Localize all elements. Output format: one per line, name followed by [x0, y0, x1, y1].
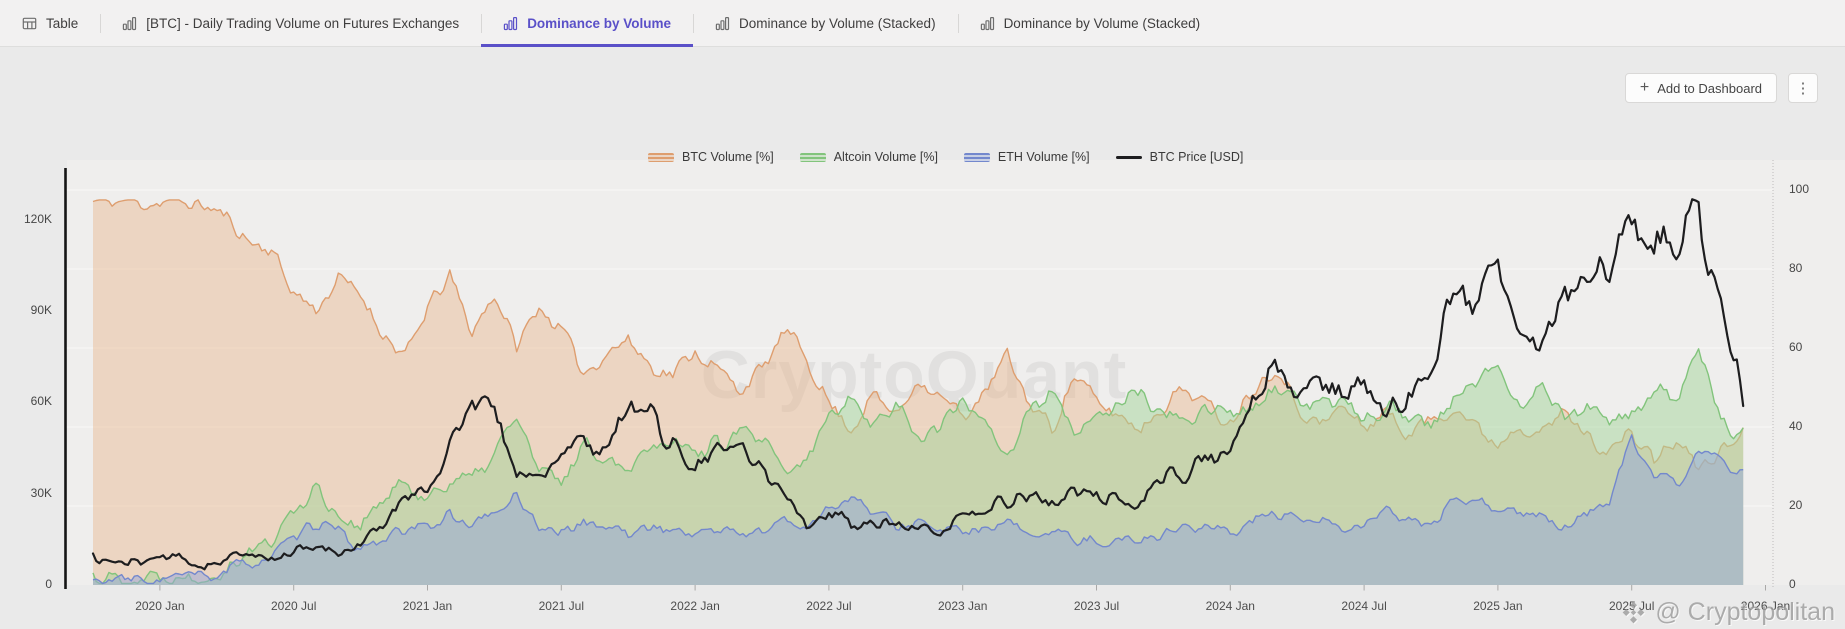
- x-axis-tick-label: 2024 Jan: [1205, 599, 1255, 613]
- tab-label: [BTC] - Daily Trading Volume on Futures …: [146, 15, 460, 31]
- tab-bar: Table [BTC] - Daily Trading Volume on Fut…: [0, 0, 1845, 47]
- watermark-corner: @ Cryptopolitan: [1621, 598, 1835, 627]
- eth-volume-area: [93, 434, 1744, 585]
- y-axis-left-tick-label: 90K: [30, 303, 52, 318]
- add-to-dashboard-button[interactable]: + Add to Dashboard: [1624, 73, 1777, 103]
- y-axis-left-tick-label: 0: [45, 577, 52, 591]
- tab-label: Table: [46, 15, 79, 31]
- tab-label: Dominance by Volume: [527, 15, 671, 31]
- btc-price-line: [91, 198, 1745, 571]
- legend-swatch: [648, 152, 674, 162]
- chart-canvas[interactable]: [0, 47, 1845, 629]
- y-axis-right-tick-label: 20: [1789, 498, 1803, 512]
- more-options-button[interactable]: ⋮: [1788, 73, 1818, 103]
- y-axis-right-tick-label: 60: [1789, 340, 1803, 354]
- add-to-dashboard-label: Add to Dashboard: [1657, 80, 1762, 96]
- legend-swatch: [963, 152, 990, 162]
- y-axis-left-tick-label: 30K: [30, 485, 52, 500]
- kebab-icon: ⋮: [1795, 80, 1811, 97]
- tab-table[interactable]: Table: [0, 0, 100, 46]
- x-axis-tick-label: 2025 Jan: [1473, 599, 1523, 613]
- legend-item-btc-volume[interactable]: BTC Volume [%]: [648, 150, 774, 164]
- y-axis-left-tick-label: 60K: [30, 394, 52, 409]
- x-axis-tick-label: 2022 Jul: [806, 599, 852, 613]
- tab-btc-daily-trading-volume[interactable]: [BTC] - Daily Trading Volume on Futures …: [100, 0, 481, 46]
- x-axis-tick-label: 2026 Jan: [1740, 599, 1791, 613]
- altcoin-volume-area-stroke: [92, 348, 1744, 585]
- y-axis-right-tick-label: 100: [1789, 182, 1810, 196]
- legend-swatch: [799, 152, 826, 162]
- x-axis-tick-label: 2020 Jul: [271, 599, 317, 613]
- legend-swatch: [1115, 155, 1142, 159]
- tab-label: Dominance by Volume (Stacked): [738, 15, 936, 31]
- y-axis-left-tick-label: 120K: [23, 211, 52, 226]
- legend-item-eth-volume[interactable]: ETH Volume [%]: [963, 150, 1090, 164]
- bar-chart-icon: [715, 16, 730, 31]
- chart-legend: BTC Volume [%] Altcoin Volume [%] ETH Volu…: [648, 150, 1243, 164]
- x-axis-tick-label: 2021 Jan: [402, 599, 453, 613]
- eth-volume-area-stroke: [92, 434, 1744, 585]
- legend-item-btc-price-usd[interactable]: BTC Price [USD]: [1115, 150, 1244, 164]
- legend-item-altcoin-volume[interactable]: Altcoin Volume [%]: [799, 150, 938, 164]
- legend-label: ETH Volume [%]: [997, 150, 1090, 164]
- x-axis-tick-label: 2024 Jul: [1341, 599, 1387, 613]
- table-icon: [22, 16, 37, 31]
- x-axis-tick-label: 2021 Jul: [538, 599, 584, 613]
- y-axis-right-tick-label: 40: [1789, 419, 1803, 433]
- legend-label: Altcoin Volume [%]: [833, 150, 938, 164]
- watermark-corner-text: @ Cryptopolitan: [1655, 598, 1835, 626]
- binance-diamond-icon: [1623, 601, 1645, 624]
- x-axis-tick-label: 2020 Jan: [135, 599, 185, 613]
- legend-label: BTC Price [USD]: [1149, 150, 1244, 164]
- x-axis-tick-label: 2022 Jan: [670, 599, 720, 613]
- chart-panel: CryptoQuant + Add to Dashboard ⋮ BTC Vol…: [0, 47, 1845, 629]
- plus-icon: +: [1639, 78, 1650, 96]
- toolbar: + Add to Dashboard ⋮: [1624, 73, 1818, 103]
- legend-label: BTC Volume [%]: [682, 150, 774, 164]
- tab-dominance-by-volume[interactable]: Dominance by Volume: [481, 0, 693, 47]
- x-axis-tick-label: 2023 Jan: [937, 599, 988, 613]
- y-axis-right-tick-label: 80: [1789, 261, 1803, 275]
- tab-dominance-by-volume-stacked-2[interactable]: Dominance by Volume (Stacked): [957, 0, 1223, 46]
- tab-label: Dominance by Volume (Stacked): [1003, 15, 1201, 31]
- y-axis-right-tick-label: 0: [1789, 577, 1796, 591]
- bar-chart-icon: [980, 16, 995, 31]
- x-axis-tick-label: 2023 Jul: [1073, 599, 1120, 613]
- bar-chart-icon: [122, 16, 137, 31]
- tab-dominance-by-volume-stacked-1[interactable]: Dominance by Volume (Stacked): [692, 0, 958, 46]
- bar-chart-icon: [503, 16, 518, 31]
